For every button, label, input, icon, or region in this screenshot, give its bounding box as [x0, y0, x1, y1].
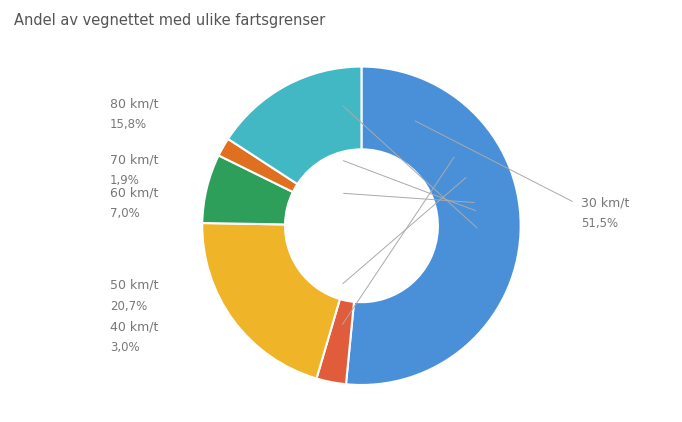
Text: 7,0%: 7,0%: [110, 207, 140, 220]
Text: 1,9%: 1,9%: [110, 174, 140, 187]
Text: Andel av vegnettet med ulike fartsgrenser: Andel av vegnettet med ulike fartsgrense…: [14, 13, 325, 28]
Wedge shape: [203, 155, 293, 225]
Text: 15,8%: 15,8%: [110, 118, 147, 131]
Text: 3,0%: 3,0%: [110, 341, 140, 354]
Wedge shape: [219, 139, 297, 192]
Text: 30 km/t: 30 km/t: [581, 196, 629, 209]
Wedge shape: [203, 223, 340, 379]
Text: 51,5%: 51,5%: [581, 217, 619, 230]
Text: 50 km/t: 50 km/t: [110, 279, 158, 292]
Text: 20,7%: 20,7%: [110, 300, 147, 313]
Wedge shape: [228, 67, 361, 184]
Wedge shape: [316, 299, 354, 384]
Text: 70 km/t: 70 km/t: [110, 153, 158, 166]
Wedge shape: [346, 67, 520, 385]
Text: 60 km/t: 60 km/t: [110, 187, 158, 200]
Text: 40 km/t: 40 km/t: [110, 320, 158, 333]
Text: 80 km/t: 80 km/t: [110, 97, 158, 111]
